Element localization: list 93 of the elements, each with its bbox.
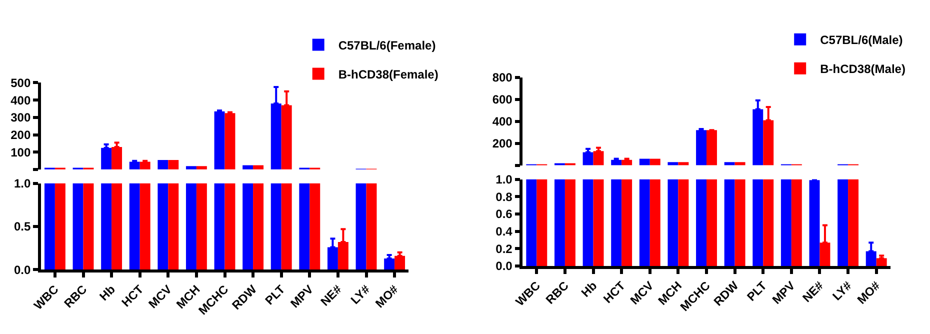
y-tick-label: 0.8	[496, 190, 513, 204]
y-tick-label: 200	[10, 128, 31, 142]
bar	[639, 158, 650, 166]
y-tick-label: 0.0	[14, 262, 31, 277]
bar	[791, 179, 802, 266]
x-tick-label: Hb	[96, 282, 118, 304]
y-tick-label: 500	[10, 76, 31, 90]
bar	[724, 179, 735, 266]
bar	[582, 179, 594, 266]
bar	[224, 183, 236, 270]
bar	[678, 162, 689, 166]
bar	[650, 158, 660, 166]
bar	[196, 183, 207, 270]
bar	[611, 179, 622, 266]
bar	[310, 183, 320, 270]
x-tick-label: LY#	[348, 282, 373, 307]
bar	[299, 183, 310, 270]
bar	[83, 183, 94, 270]
bar	[242, 183, 254, 270]
bar	[224, 113, 236, 170]
y-tick-label: 100	[10, 145, 31, 160]
bar	[72, 183, 84, 270]
y-tick-label: 0.4	[496, 224, 513, 239]
y-tick-label: 300	[10, 110, 31, 125]
y-tick-label: 1.0	[496, 172, 513, 186]
legend-label: C57BL/6(Female)	[338, 38, 436, 52]
legend-label: B-hCD38(Male)	[820, 62, 906, 76]
bar	[668, 162, 678, 166]
bar	[848, 179, 859, 266]
bar	[734, 162, 746, 166]
bar	[734, 179, 746, 266]
bar	[696, 179, 706, 266]
bar	[214, 111, 225, 170]
bar	[526, 179, 537, 266]
bar	[270, 183, 282, 270]
y-tick-label: 0.5	[14, 220, 31, 234]
bar	[44, 183, 55, 270]
bar	[158, 183, 168, 270]
y-tick-label: 0.0	[496, 259, 513, 274]
y-tick-label: 0.2	[496, 242, 513, 256]
bar	[752, 179, 764, 266]
y-tick-label: 200	[492, 136, 513, 151]
bar	[242, 165, 254, 170]
bar	[168, 160, 179, 170]
y-tick-label: 800	[492, 70, 513, 84]
bar	[112, 183, 122, 270]
bar	[54, 183, 66, 270]
bar	[582, 152, 594, 166]
bar	[554, 179, 565, 266]
y-tick-label: 400	[492, 114, 513, 129]
bar	[158, 160, 168, 170]
bar	[678, 179, 689, 266]
bar	[186, 183, 196, 270]
bar	[129, 183, 140, 270]
bar	[876, 258, 887, 266]
bar	[536, 179, 548, 266]
bar	[763, 179, 774, 266]
bar	[253, 165, 264, 170]
bar	[593, 151, 604, 166]
bar	[639, 179, 650, 266]
x-tick-label: Hb	[578, 278, 600, 300]
bar	[780, 179, 792, 266]
bar	[622, 179, 632, 266]
bar	[668, 179, 678, 266]
bar	[593, 179, 604, 266]
bar	[196, 166, 207, 170]
bar	[724, 162, 735, 166]
bar	[168, 183, 179, 270]
legend-label: C57BL/6(Male)	[820, 33, 903, 48]
bar	[281, 183, 292, 270]
bar	[366, 183, 377, 270]
bar	[706, 179, 717, 266]
bar	[253, 183, 264, 270]
y-tick-label: 400	[10, 93, 31, 108]
bar	[101, 148, 112, 170]
bar	[838, 179, 848, 266]
bar	[356, 183, 366, 270]
bar	[650, 179, 660, 266]
bar	[696, 130, 706, 166]
bar	[186, 166, 196, 170]
bar	[564, 179, 576, 266]
x-tick-label: LY#	[830, 278, 855, 304]
bar	[214, 183, 225, 270]
bar	[140, 183, 150, 270]
y-tick-label: 0.6	[496, 207, 513, 222]
legend-label: B-hCD38(Female)	[338, 67, 438, 82]
bar	[706, 130, 717, 166]
bar	[384, 258, 395, 270]
bar	[809, 180, 820, 266]
bar	[394, 256, 406, 270]
y-tick-label: 600	[492, 92, 513, 107]
y-tick-label: 1.0	[14, 176, 31, 190]
bar	[101, 183, 112, 270]
